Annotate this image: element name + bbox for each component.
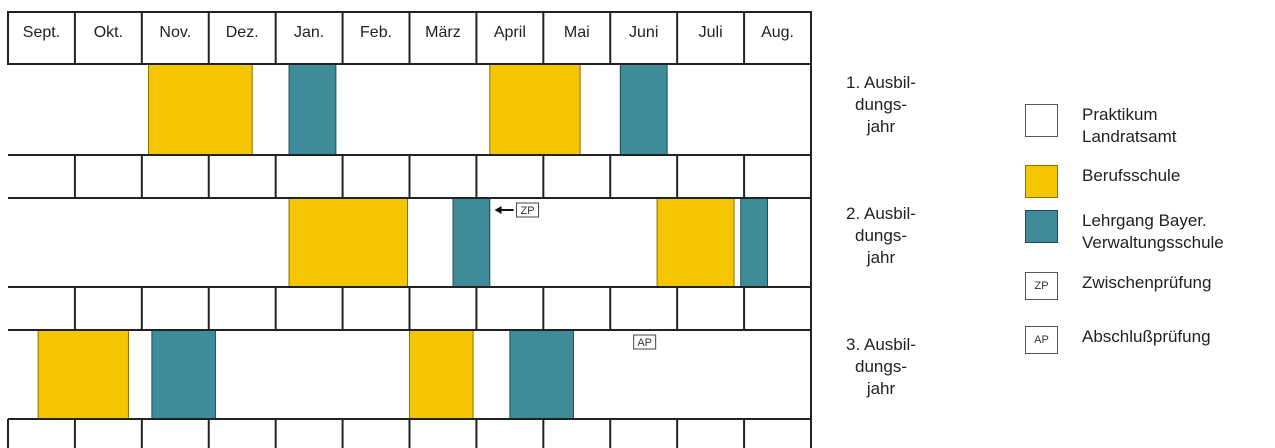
ap-badge-label: AP: [637, 337, 652, 349]
year-label-2-line-1: 2. Ausbil-: [846, 204, 916, 223]
lehrgang-block-year-3: [151, 329, 216, 420]
arrow-head-icon: [494, 206, 502, 214]
year-label-2-line-3: jahr: [866, 248, 896, 267]
training-schedule-grid: Sept. Okt. Nov. Dez. Jan. Feb. März April Mai Jun…: [7, 11, 812, 448]
legend-item-praktikum: Praktikum Landratsamt: [1025, 104, 1177, 148]
legend-lehrgang-line-2: Verwaltungsschule: [1082, 233, 1224, 252]
legend-item-berufsschule: Berufsschule: [1025, 165, 1180, 198]
zp-badge-label: ZP: [521, 205, 535, 217]
zp-badge-box: [516, 202, 540, 218]
berufsschule-swatch: [1025, 165, 1058, 198]
year-label-1-line-1: 1. Ausbil-: [846, 73, 916, 92]
month-header-1: Sept.: [23, 24, 60, 41]
berufsschule-block-year-3: [409, 329, 474, 420]
lehrgang-block-year-1: [288, 63, 337, 156]
year-label-3-line-2: dungs-: [855, 357, 907, 376]
year-label-1: 1. Ausbil- dungs- jahr: [836, 72, 926, 138]
berufsschule-block-year-1: [489, 63, 581, 156]
legend-berufsschule-line-1: Berufsschule: [1082, 166, 1181, 185]
legend-abschlusspruefung-line-1: Abschlußprüfung: [1082, 327, 1211, 346]
year-label-3-line-3: jahr: [866, 379, 896, 398]
lehrgang-block-year-3: [509, 329, 574, 420]
year-label-3-line-1: 3. Ausbil-: [846, 335, 916, 354]
month-header-9: Mai: [564, 24, 590, 41]
year-label-1-line-3: jahr: [866, 117, 896, 136]
month-header-8: April: [494, 24, 526, 41]
month-header-6: Feb.: [360, 24, 392, 41]
year-label-2-line-2: dungs-: [855, 226, 907, 245]
ap-badge-box: [633, 334, 657, 350]
month-header-7: März: [425, 24, 461, 41]
month-header-2: Okt.: [94, 24, 123, 41]
month-header-12: Aug.: [761, 24, 794, 41]
legend-lehrgang-line-1: Lehrgang Bayer.: [1082, 211, 1207, 230]
zp-badge-swatch: ZP: [1025, 272, 1058, 300]
legend-item-abschlusspruefung: AP Abschlußprüfung: [1025, 326, 1211, 354]
zp-exam-marker: ZP: [494, 202, 540, 218]
berufsschule-block-year-2: [656, 197, 735, 288]
legend-item-zwischenpruefung: ZP Zwischenprüfung: [1025, 272, 1211, 300]
legend-praktikum-line-2: Landratsamt: [1082, 127, 1177, 146]
praktikum-swatch: [1025, 104, 1058, 137]
berufsschule-block-year-2: [288, 197, 408, 288]
lehrgang-block-year-2: [740, 197, 769, 288]
ap-exam-marker: AP: [633, 334, 657, 350]
year-label-3: 3. Ausbil- dungs- jahr: [836, 334, 926, 400]
month-header-5: Jan.: [294, 24, 324, 41]
month-header-4: Dez.: [226, 24, 259, 41]
ap-badge-swatch: AP: [1025, 326, 1058, 354]
legend-item-lehrgang: Lehrgang Bayer. Verwaltungsschule: [1025, 210, 1224, 254]
legend-praktikum-line-1: Praktikum: [1082, 105, 1158, 124]
lehrgang-swatch: [1025, 210, 1058, 243]
berufsschule-block-year-1: [148, 63, 253, 156]
year-label-1-line-2: dungs-: [855, 95, 907, 114]
month-header-3: Nov.: [159, 24, 191, 41]
month-header-10: Juni: [629, 24, 658, 41]
lehrgang-block-year-1: [619, 63, 668, 156]
legend-zwischenpruefung-line-1: Zwischenprüfung: [1082, 273, 1212, 292]
year-label-2: 2. Ausbil- dungs- jahr: [836, 203, 926, 269]
lehrgang-block-year-2: [452, 197, 491, 288]
berufsschule-block-year-3: [37, 329, 129, 420]
month-header-11: Juli: [699, 24, 723, 41]
